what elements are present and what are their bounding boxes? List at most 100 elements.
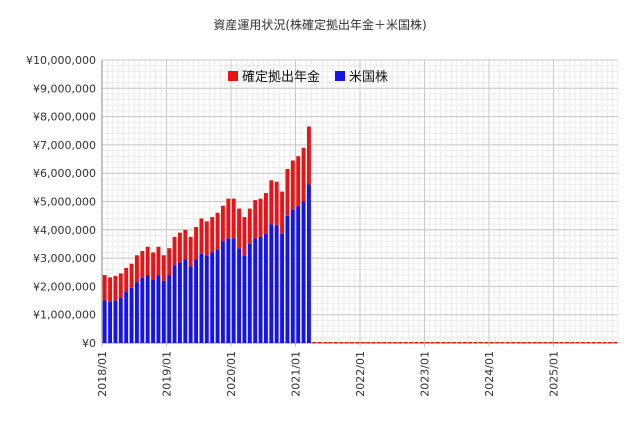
bar-segment bbox=[161, 255, 166, 281]
legend: 確定拠出年金 米国株 bbox=[228, 69, 388, 85]
bar-segment bbox=[167, 248, 172, 276]
zero-bar bbox=[360, 342, 365, 344]
bar-segment bbox=[140, 251, 145, 278]
zero-bar bbox=[387, 342, 392, 344]
bar-segment bbox=[172, 236, 177, 266]
zero-bar bbox=[586, 342, 591, 344]
y-tick-label: ¥6,000,000 bbox=[33, 167, 96, 180]
zero-bar bbox=[559, 342, 564, 344]
bar-segment bbox=[183, 229, 188, 260]
legend-swatch bbox=[335, 71, 345, 81]
bar-segment bbox=[172, 265, 177, 343]
zero-bar bbox=[366, 342, 370, 344]
bar-segment bbox=[108, 301, 112, 343]
bar-segment bbox=[280, 191, 284, 235]
zero-bar bbox=[581, 342, 585, 344]
bar-segment bbox=[188, 266, 193, 343]
zero-bar bbox=[393, 342, 397, 344]
bar-segment bbox=[118, 297, 123, 343]
x-tick-label: 2024/01 bbox=[483, 351, 496, 397]
bar-segment bbox=[264, 234, 268, 343]
bar-segment bbox=[269, 224, 274, 343]
zero-bar bbox=[484, 342, 489, 344]
zero-bar bbox=[575, 342, 580, 344]
bar-segment bbox=[145, 275, 150, 343]
zero-bar bbox=[462, 342, 467, 344]
bar-segment bbox=[264, 193, 268, 235]
bar-segment bbox=[210, 252, 215, 343]
zero-bar bbox=[339, 342, 344, 344]
zero-bar bbox=[479, 342, 483, 344]
y-tick-label: ¥5,000,000 bbox=[33, 196, 96, 209]
zero-bar bbox=[376, 342, 381, 344]
bar-segment bbox=[113, 275, 118, 301]
zero-bar bbox=[565, 342, 569, 344]
zero-bar bbox=[500, 342, 505, 344]
bar-segment bbox=[307, 184, 311, 343]
bar-segment bbox=[204, 221, 209, 256]
y-tick-label: ¥2,000,000 bbox=[33, 280, 96, 293]
x-tick-label: 2018/01 bbox=[96, 351, 109, 397]
zero-bar bbox=[419, 342, 424, 344]
bar-segment bbox=[285, 215, 290, 343]
bar-segment bbox=[221, 241, 225, 343]
bar-segment bbox=[161, 280, 166, 343]
bar-segment bbox=[274, 225, 279, 343]
zero-bar bbox=[382, 342, 387, 344]
zero-bar bbox=[468, 342, 473, 344]
bar-segment bbox=[124, 292, 129, 343]
legend-label: 確定拠出年金 bbox=[242, 69, 320, 85]
zero-bar bbox=[414, 342, 419, 344]
x-tick-labels: 2018/01 2019/01 2020/01 2021/01 2022/01 2023/… bbox=[96, 351, 561, 397]
bar-segment bbox=[274, 181, 279, 226]
bar-segment bbox=[118, 273, 123, 298]
x-tick-label: 2023/01 bbox=[419, 351, 432, 397]
bar-segment bbox=[247, 243, 252, 343]
bar-segment bbox=[301, 201, 306, 343]
zero-bar bbox=[441, 342, 446, 344]
zero-bar bbox=[323, 342, 327, 344]
bar-segment bbox=[296, 205, 301, 343]
zero-bar bbox=[511, 342, 516, 344]
zero-bar bbox=[371, 342, 376, 344]
bar-segment bbox=[178, 262, 182, 343]
bar-segment bbox=[151, 252, 155, 280]
zero-bar bbox=[473, 342, 478, 344]
zero-bar bbox=[425, 342, 430, 344]
zero-bar bbox=[328, 342, 333, 344]
x-tick-label: 2025/01 bbox=[548, 351, 561, 397]
x-tick-label: 2019/01 bbox=[161, 351, 174, 397]
bar-segment bbox=[280, 234, 284, 343]
bar-segment bbox=[231, 238, 236, 343]
bar-segment bbox=[237, 248, 241, 343]
zero-bar bbox=[409, 342, 413, 344]
zero-bar bbox=[608, 342, 612, 344]
bar-segment bbox=[231, 198, 236, 239]
bar-segment bbox=[258, 236, 263, 343]
zero-bar bbox=[489, 342, 494, 344]
bar-segment bbox=[140, 277, 145, 343]
zero-bar bbox=[613, 342, 618, 344]
bar-segment bbox=[156, 246, 161, 276]
zero-bar bbox=[350, 342, 354, 344]
bar-segment bbox=[113, 300, 118, 343]
bar-segment bbox=[296, 156, 301, 206]
zero-bar bbox=[344, 342, 349, 344]
bar-segment bbox=[210, 217, 215, 253]
zero-bar bbox=[436, 342, 440, 344]
y-tick-label: ¥8,000,000 bbox=[33, 111, 96, 124]
bar-segment bbox=[199, 253, 204, 343]
zero-bar bbox=[554, 342, 559, 344]
zero-bar bbox=[403, 342, 408, 344]
zero-bar bbox=[505, 342, 510, 344]
bar-segment bbox=[253, 200, 258, 239]
bar-segment bbox=[285, 168, 290, 216]
zero-bar bbox=[591, 342, 596, 344]
y-tick-label: ¥4,000,000 bbox=[33, 224, 96, 237]
y-tick-label: ¥0 bbox=[82, 337, 96, 350]
bar-segment bbox=[183, 259, 188, 343]
legend-swatch bbox=[228, 71, 238, 81]
bar-segment bbox=[247, 208, 252, 244]
bar-segment bbox=[215, 212, 220, 250]
bar-segment bbox=[156, 275, 161, 343]
